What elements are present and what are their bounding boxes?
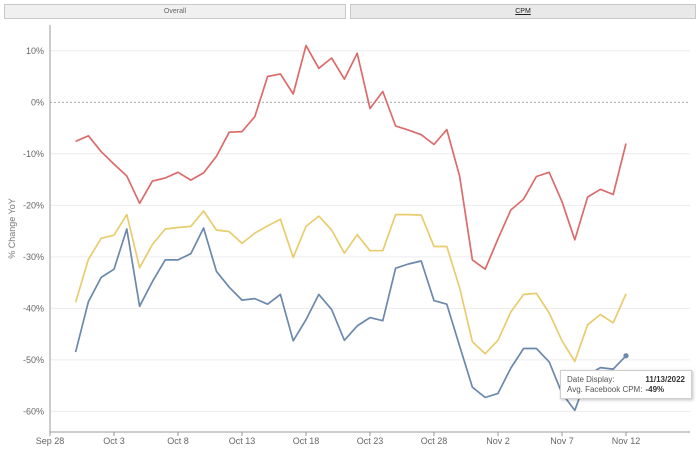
x-tick-label: Oct 13	[229, 436, 256, 446]
y-tick-label: 10%	[26, 46, 44, 56]
x-tick-label: Oct 28	[421, 436, 448, 446]
highlight-marks	[623, 353, 629, 359]
tooltip-date-value: 11/13/2022	[645, 375, 685, 384]
tooltip-metric-label: Avg. Facebook CPM:	[567, 385, 643, 394]
tab-cpm[interactable]: CPM	[350, 4, 696, 19]
highlight-point	[623, 353, 629, 359]
x-tick-label: Nov 12	[612, 436, 641, 446]
tab-overall[interactable]: Overall	[4, 4, 346, 19]
x-tick-label: Oct 8	[167, 436, 189, 446]
y-tick-label: -40%	[23, 303, 44, 313]
grid-lines	[50, 50, 690, 412]
x-tick-label: Oct 23	[357, 436, 384, 446]
x-tick-label: Nov 2	[486, 436, 510, 446]
y-tick-label: 0%	[31, 97, 44, 107]
y-tick-label: -10%	[23, 149, 44, 159]
y-tick-label: -50%	[23, 355, 44, 365]
tooltip-metric-value: -49%	[645, 385, 665, 394]
y-axis-label: % Change YoY	[7, 198, 17, 259]
series-line-1	[74, 210, 627, 363]
x-tick-label: Nov 7	[550, 436, 574, 446]
series-line-2	[74, 227, 627, 412]
y-tick-label: -20%	[23, 200, 44, 210]
x-tick-label: Oct 3	[103, 436, 125, 446]
y-tick-label: -30%	[23, 252, 44, 262]
tooltip-date-label: Date Display:	[567, 375, 615, 384]
x-tick-label: Oct 18	[293, 436, 320, 446]
series-line-0	[75, 44, 627, 271]
series-lines	[74, 44, 627, 412]
x-tick-label: Sep 28	[36, 436, 65, 446]
y-tick-label: -60%	[23, 406, 44, 416]
axes: 10% 0% -10% -20% -30% -40% -50% -60% Sep 28 Oct 3…	[7, 25, 690, 446]
tooltip: Date Display: 11/13/2022 Avg. Facebook C…	[560, 370, 692, 399]
